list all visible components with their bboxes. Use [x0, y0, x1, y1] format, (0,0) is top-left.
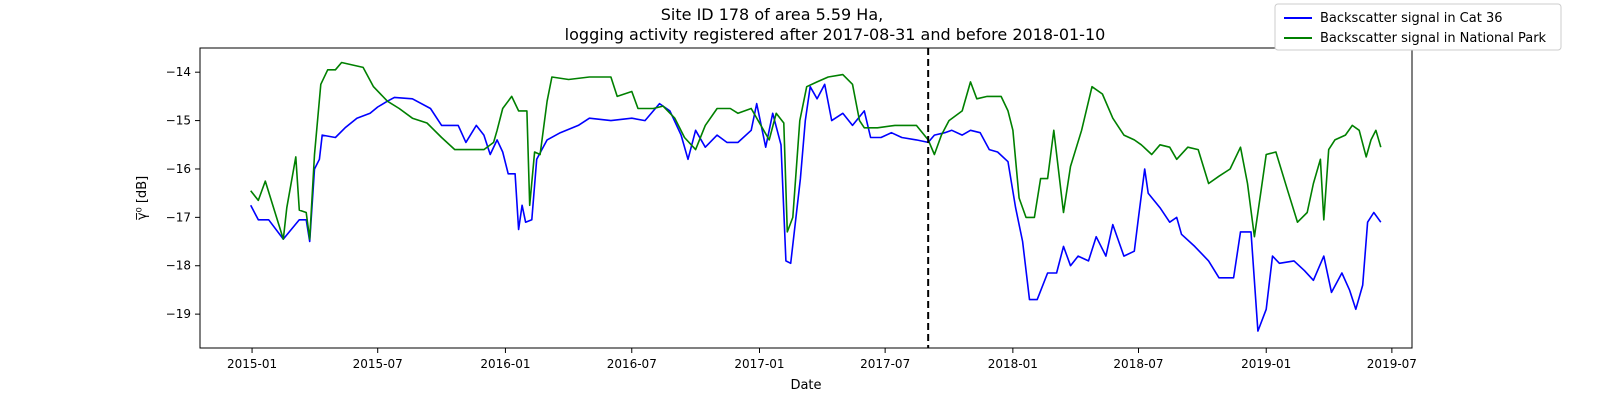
chart-title: Site ID 178 of area 5.59 Ha, logging act…	[565, 5, 1106, 44]
x-axis-label: Date	[790, 378, 821, 393]
x-tick-label: 2019-01	[1241, 357, 1291, 371]
chart-title-line-2: logging activity registered after 2017-0…	[565, 25, 1106, 44]
x-tick-label: 2017-07	[860, 357, 910, 371]
x-tick-label: 2018-01	[988, 357, 1038, 371]
x-tick-label: 2015-07	[353, 357, 403, 371]
x-tick-label: 2016-07	[607, 357, 657, 371]
y-tick-label: −19	[166, 307, 191, 321]
x-tick-label: 2017-01	[734, 357, 784, 371]
legend-box	[1274, 3, 1562, 51]
legend: Backscatter signal in Cat 36 Backscatter…	[1274, 3, 1562, 51]
x-tick-label: 2018-07	[1113, 357, 1163, 371]
legend-label-cat36: Backscatter signal in Cat 36	[1320, 11, 1503, 26]
y-axis-ticks: −14 −15 −16 −17 −18 −19	[166, 65, 200, 321]
y-tick-label: −15	[166, 114, 191, 128]
y-axis-label: γ̅⁰ [dB]	[135, 176, 150, 220]
x-tick-label: 2019-07	[1367, 357, 1417, 371]
legend-label-national-park: Backscatter signal in National Park	[1320, 31, 1547, 46]
y-tick-label: −16	[166, 162, 191, 176]
series-layer	[249, 61, 1382, 332]
series-line-0	[249, 83, 1382, 332]
series-line-1	[250, 61, 1382, 240]
x-tick-label: 2015-01	[227, 357, 277, 371]
x-tick-label: 2016-01	[480, 357, 530, 371]
chart-title-line-1: Site ID 178 of area 5.59 Ha,	[661, 5, 883, 24]
y-tick-label: −18	[166, 259, 191, 273]
y-tick-label: −17	[166, 210, 191, 224]
x-axis-ticks: 2015-01 2015-07 2016-01 2016-07 2017-01 2017-…	[227, 348, 1417, 371]
y-tick-label: −14	[166, 65, 191, 79]
